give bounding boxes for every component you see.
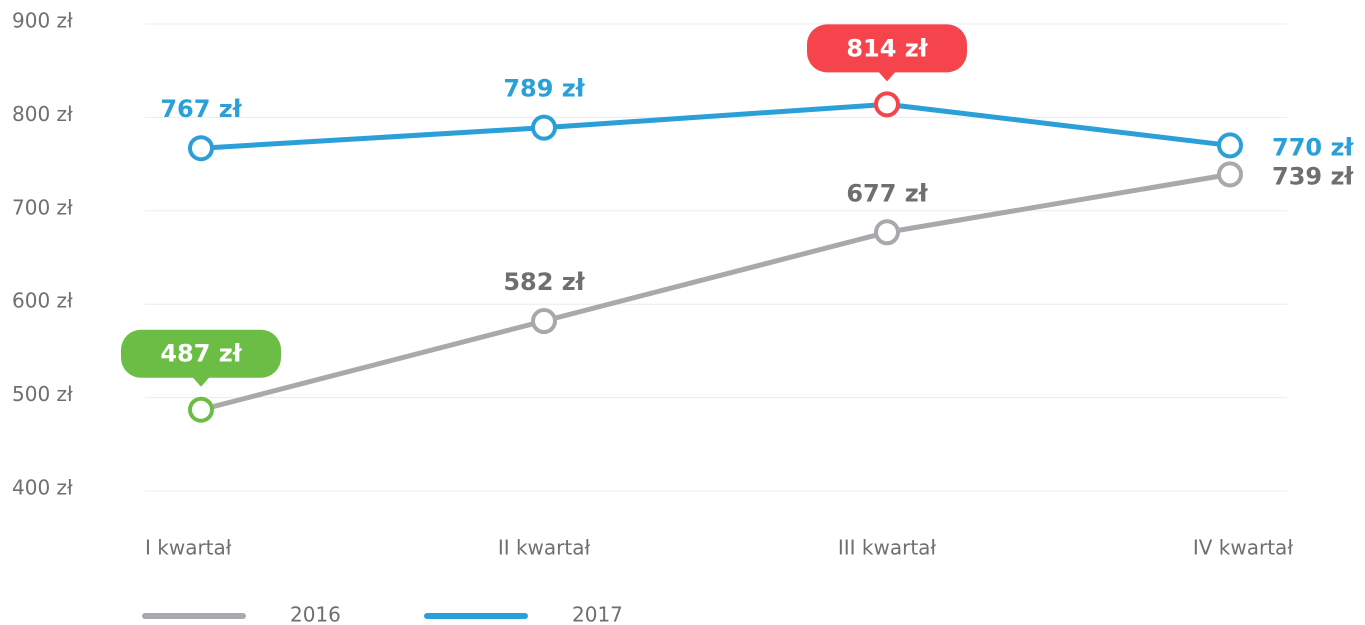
label-bubble (807, 24, 967, 82)
series-line (200, 101, 1231, 151)
value-label: 770 zł (1272, 133, 1354, 161)
x-tick-label: III kwartał (838, 536, 937, 560)
data-point (874, 219, 900, 246)
value-label: 767 zł (160, 95, 242, 123)
y-tick-label: 900 zł (12, 9, 73, 33)
value-label: 739 zł (1272, 162, 1354, 190)
data-point (1217, 132, 1243, 159)
value-label: 814 zł (846, 34, 928, 62)
value-label: 487 zł (160, 340, 242, 368)
label-bubble (121, 329, 281, 387)
y-tick-label: 800 zł (12, 102, 73, 126)
y-tick-label: 600 zł (12, 289, 73, 313)
value-label: 582 zł (503, 268, 585, 296)
value-label: 789 zł (503, 75, 585, 103)
series-line (200, 171, 1231, 413)
x-tick-label: II kwartał (498, 536, 591, 560)
y-tick-label: 400 zł (12, 476, 73, 500)
data-point (1217, 161, 1243, 188)
data-point (874, 91, 900, 118)
x-tick-label: IV kwartał (1193, 536, 1293, 560)
legend-label: 2017 (572, 603, 623, 625)
legend-label: 2016 (290, 603, 341, 625)
x-tick-label: I kwartał (145, 536, 232, 560)
value-label: 677 zł (846, 179, 928, 207)
y-tick-label: 500 zł (12, 382, 73, 406)
y-tick-label: 700 zł (12, 195, 73, 219)
data-point (531, 308, 557, 335)
data-point (188, 396, 214, 423)
data-point (188, 135, 214, 162)
data-point (531, 114, 557, 141)
